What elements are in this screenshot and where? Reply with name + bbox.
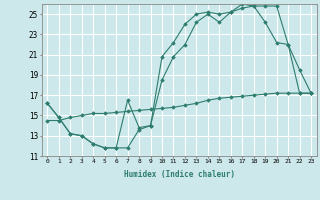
X-axis label: Humidex (Indice chaleur): Humidex (Indice chaleur) — [124, 170, 235, 179]
